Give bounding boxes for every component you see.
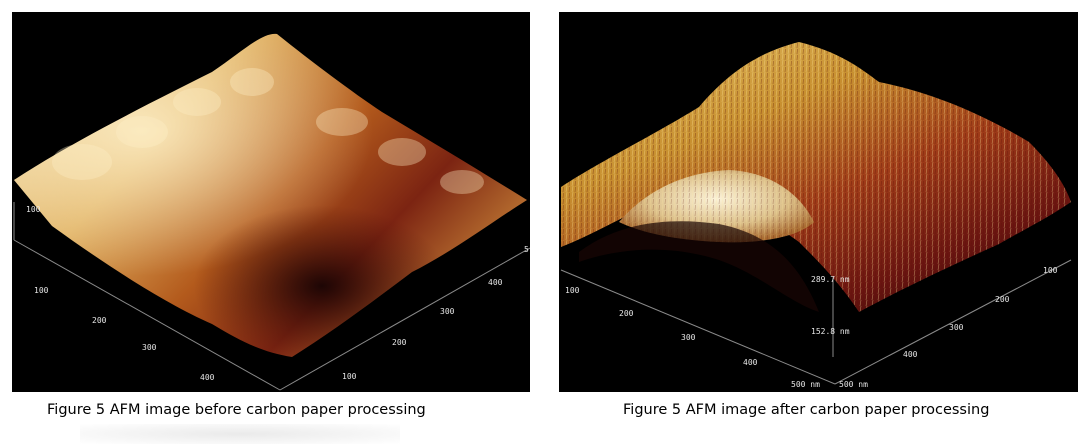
axes-frame — [560, 259, 1072, 385]
tick-label: 400 — [488, 278, 503, 287]
figure-caption-before: Figure 5 AFM image before carbon paper p… — [47, 402, 426, 418]
afm-surface-before: 100 100 200 300 400 100 200 300 400 5 — [13, 33, 530, 391]
tick-label: 100 — [565, 286, 580, 295]
afm-image-after: 100 200 300 400 500 nm 500 nm 400 300 20… — [559, 12, 1078, 392]
tick-label: 400 — [743, 358, 758, 367]
tick-label: 300 — [949, 323, 964, 332]
tick-label: 100 — [34, 286, 49, 295]
tick-label: 300 — [142, 343, 157, 352]
tick-label: 400 — [200, 373, 215, 382]
tick-label: 400 — [903, 350, 918, 359]
tick-label: 200 — [92, 316, 107, 325]
tick-label: 200 — [619, 309, 634, 318]
decorative-smudge — [80, 424, 400, 444]
axes-frame — [13, 202, 530, 391]
tick-label: 200 — [392, 338, 407, 347]
tick-label: 100 — [1043, 266, 1058, 275]
tick-label: 500 nm — [839, 380, 868, 389]
tick-label: 100 — [26, 205, 41, 214]
tick-label: 300 — [440, 307, 455, 316]
figure-caption-after: Figure 5 AFM image after carbon paper pr… — [623, 402, 990, 418]
z-scale-bottom: 152.8 nm — [811, 327, 850, 336]
tick-label: 5 — [524, 245, 529, 254]
tick-label: 200 — [995, 295, 1010, 304]
tick-label: 100 — [342, 372, 357, 381]
tick-label: 300 — [681, 333, 696, 342]
z-scale-top: 289.7 nm — [811, 275, 850, 284]
afm-image-before: 100 100 200 300 400 100 200 300 400 5 — [12, 12, 530, 392]
afm-surface-after: 100 200 300 400 500 nm 500 nm 400 300 20… — [560, 42, 1072, 389]
tick-label: 500 nm — [791, 380, 820, 389]
